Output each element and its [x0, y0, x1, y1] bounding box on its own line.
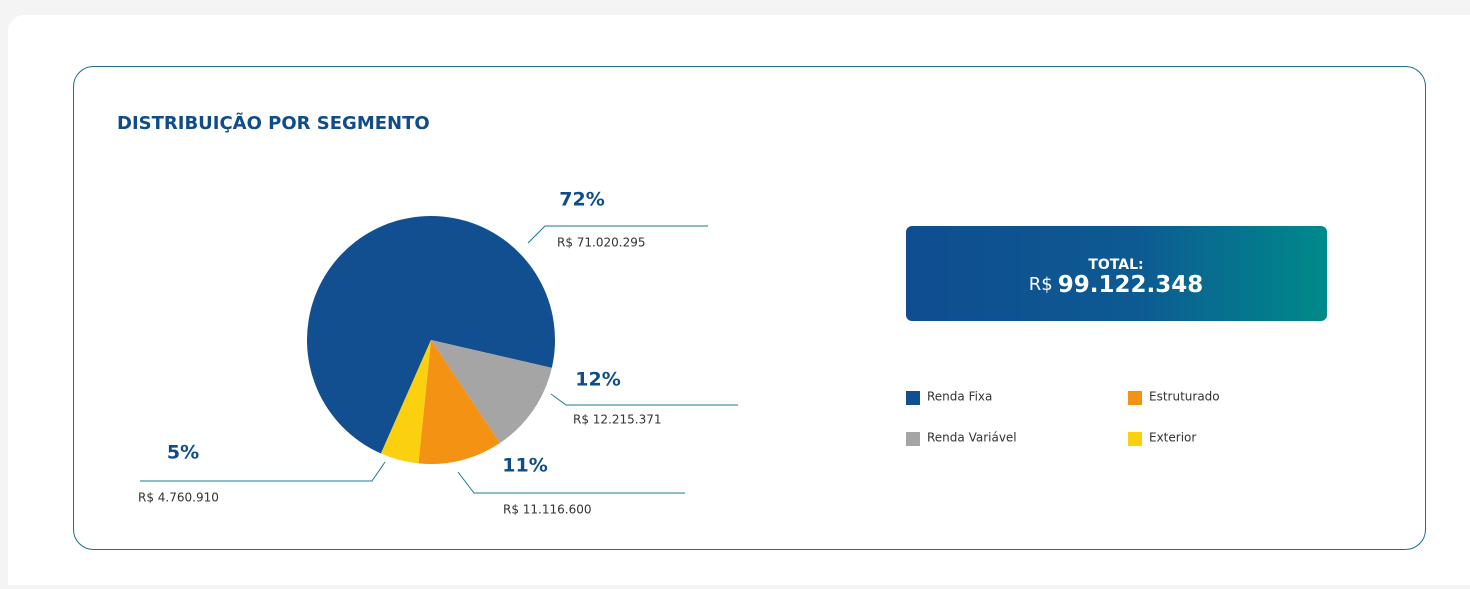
legend-label: Renda Variável — [927, 431, 1017, 445]
leader-line — [527, 225, 708, 244]
total-amount: 99.122.348 — [1058, 272, 1204, 298]
pie-slice — [380, 340, 431, 464]
amount-label: R$ 71.020.295 — [557, 236, 646, 250]
amount-label: R$ 11.116.600 — [503, 503, 592, 517]
chart-title: DISTRIBUIÇÃO POR SEGMENTO — [117, 111, 430, 134]
total-box — [906, 226, 1327, 321]
total-currency: R$ — [1029, 274, 1053, 295]
percent-label: 5% — [167, 442, 199, 464]
leader-line — [550, 393, 738, 406]
legend-swatch — [906, 391, 920, 405]
pie-slice — [306, 215, 555, 454]
amount-label: R$ 4.760.910 — [138, 491, 219, 505]
legend-swatch — [906, 432, 920, 446]
pie-slice — [431, 340, 552, 444]
legend-label: Estruturado — [1149, 390, 1220, 404]
legend-swatch — [1128, 391, 1142, 405]
legend-swatch — [1128, 432, 1142, 446]
legend-label: Renda Fixa — [927, 390, 992, 404]
leader-line — [457, 471, 685, 494]
pie-slice — [418, 340, 500, 464]
leader-line — [140, 461, 386, 482]
percent-label: 11% — [502, 455, 547, 477]
percent-label: 12% — [575, 369, 620, 391]
legend-label: Exterior — [1149, 431, 1196, 445]
percent-label: 72% — [559, 189, 604, 211]
total-label: TOTAL: — [1088, 257, 1143, 273]
total-value: R$ 99.122.348 — [1029, 272, 1204, 298]
amount-label: R$ 12.215.371 — [573, 413, 662, 427]
